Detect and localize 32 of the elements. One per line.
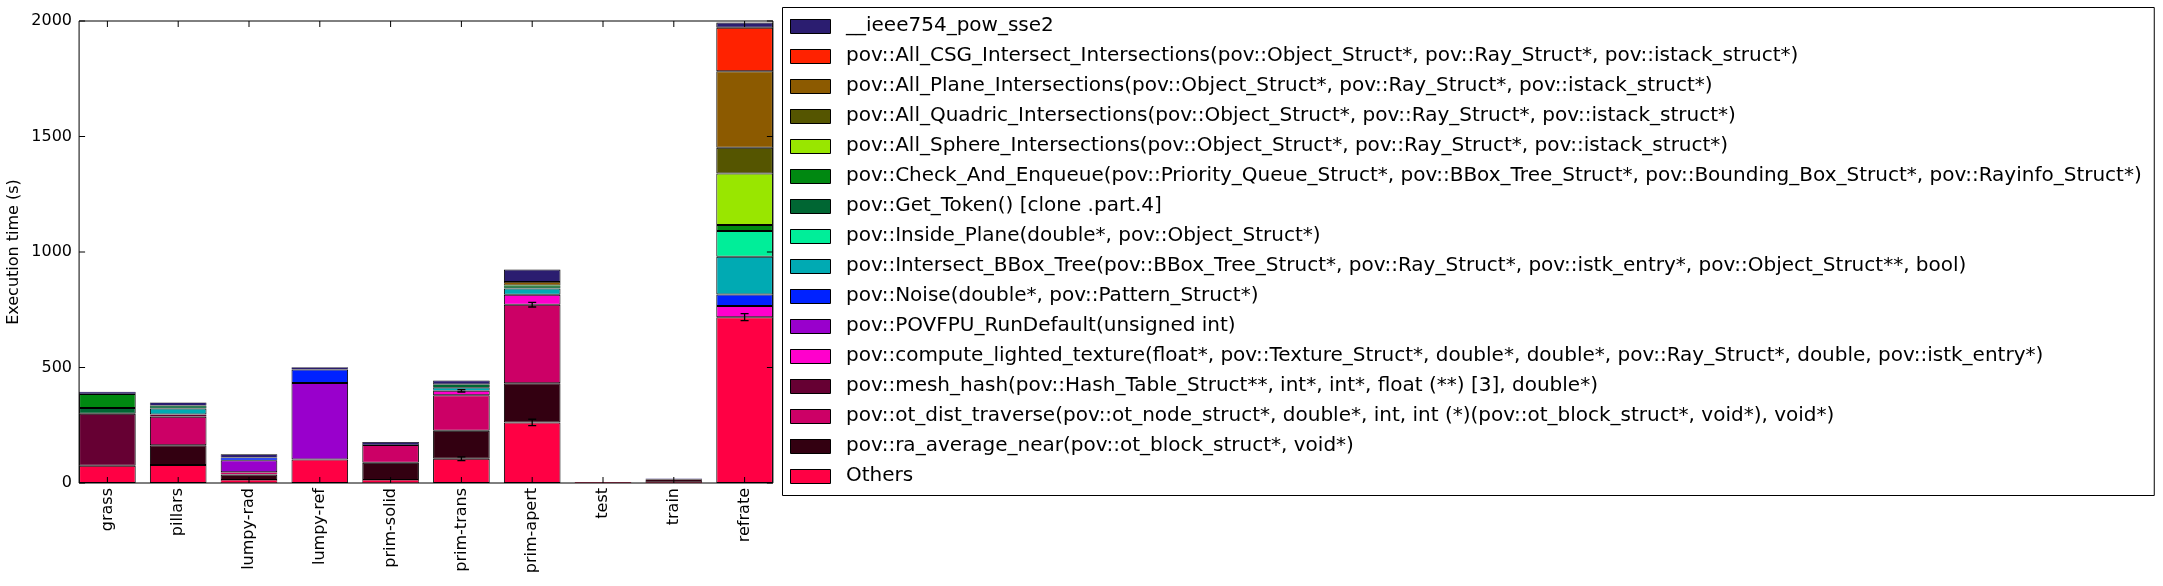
x-tick-label: prim-trans [450, 488, 470, 572]
x-tick-label: lumpy-rad [238, 488, 258, 570]
y-axis-title: Execution time (s) [2, 179, 22, 325]
x-tick-label: lumpy-ref [308, 487, 328, 565]
legend-label: pov::Noise(double*, pov::Pattern_Struct*) [846, 282, 1259, 307]
x-tick-label: pillars [167, 488, 187, 537]
x-tick-label: prim-solid [379, 488, 399, 568]
y-tick-label: 2000 [31, 10, 72, 30]
x-tick-label: refrate [733, 488, 753, 543]
legend-label: pov::Get_Token() [clone .part.4] [846, 192, 1162, 217]
legend-label: pov::ra_average_near(pov::ot_block_struct*, void*) [846, 432, 1354, 457]
y-tick-label: 1500 [31, 125, 72, 145]
x-tick-label: test [592, 488, 612, 519]
legend-label: pov::Intersect_BBox_Tree(pov::BBox_Tree_Struct*, pov::Ray_Struct*, pov::istk_entry*, pov::Object_Struct**, bool) [846, 252, 1967, 277]
legend-label: pov::Check_And_Enqueue(pov::Priority_Queue_Struct*, pov::BBox_Tree_Struct*, pov::Bounding_Box_Struct*, pov::Rayinfo_Struct*) [846, 162, 2142, 187]
legend-label: pov::POVFPU_RunDefault(unsigned int) [846, 312, 1236, 337]
legend-label: pov::All_CSG_Intersect_Intersections(pov::Object_Struct*, pov::Ray_Struct*, pov::istack_struct*) [846, 42, 1799, 67]
y-tick-label: 1000 [31, 241, 72, 261]
legend-label: pov::All_Sphere_Intersections(pov::Object_Struct*, pov::Ray_Struct*, pov::istack_struct*) [846, 132, 1729, 157]
legend-label: pov::All_Quadric_Intersections(pov::Object_Struct*, pov::Ray_Struct*, pov::istack_struct*) [846, 102, 1736, 127]
x-tick-label: prim-apert [521, 488, 541, 574]
x-tick-label: train [662, 488, 682, 526]
legend-label: pov::mesh_hash(pov::Hash_Table_Struct**, int*, int*, float (**) [3], double*) [846, 372, 1598, 397]
x-tick-label: grass [96, 488, 116, 532]
legend-label: pov::compute_lighted_texture(float*, pov::Texture_Struct*, double*, double*, pov::Ray_Struct*, double, pov::istk_entry*) [846, 342, 2044, 367]
legend-label: __ieee754_pow_sse2 [845, 12, 1054, 37]
legend-label: Others [846, 462, 914, 487]
y-tick-label: 0 [61, 472, 72, 492]
legend-label: pov::All_Plane_Intersections(pov::Object_Struct*, pov::Ray_Struct*, pov::istack_struct*) [846, 72, 1713, 97]
legend-label: pov::Inside_Plane(double*, pov::Object_Struct*) [846, 222, 1321, 247]
y-tick-label: 500 [41, 356, 72, 376]
legend-label: pov::ot_dist_traverse(pov::ot_node_struct*, double*, int, int (*)(pov::ot_block_struct*, void*), void*) [846, 402, 1835, 427]
